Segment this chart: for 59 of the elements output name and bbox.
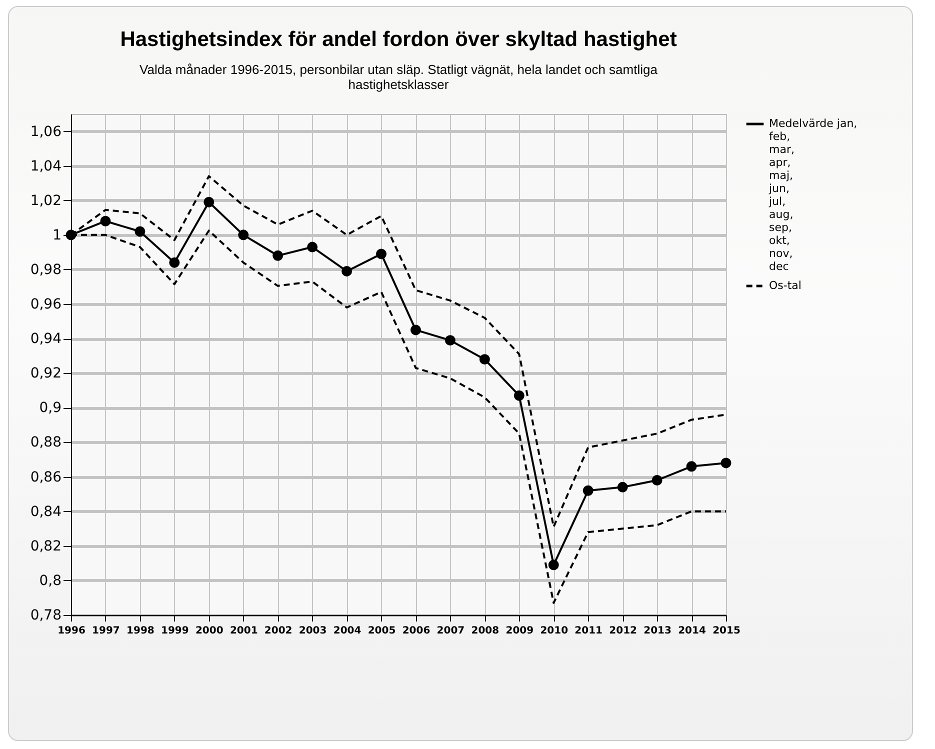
x-tick-label: 2001: [230, 626, 258, 636]
point: [652, 475, 662, 486]
point: [617, 482, 628, 492]
legend-label: Os-tal: [769, 279, 802, 292]
x-tick-label: 1996: [58, 626, 86, 636]
point: [410, 324, 421, 336]
y-tick-label: 0,78: [30, 608, 62, 624]
x-tick-label: 2008: [471, 626, 500, 636]
point: [514, 390, 524, 401]
x-tick-label: 2009: [506, 626, 534, 636]
y-tick-label: 0,82: [30, 538, 62, 554]
chart-title: Hastighetsindex för andel fordon över skyltad hastighet: [120, 28, 677, 51]
x-tick-label: 1998: [126, 626, 154, 636]
y-tick-label: 1: [52, 227, 62, 244]
point: [479, 354, 490, 365]
y-tick-label: 1,04: [30, 158, 62, 174]
point: [582, 485, 594, 496]
point: [720, 458, 732, 468]
y-tick-label: 0,8: [39, 572, 62, 589]
chart-subtitle: Valda månader 1996-2015, personbilar utan släp. Statligt vägnät, hela landet och samtliga hastighetsklasser: [140, 62, 658, 92]
y-tick-label: 0,86: [30, 469, 62, 486]
point: [307, 242, 318, 252]
x-tick-label: 2006: [402, 626, 430, 636]
x-tick-label: 2011: [574, 626, 603, 636]
x-tick-label: 2002: [264, 626, 292, 636]
x-tick-label: 2003: [298, 626, 327, 636]
y-tick-label: 0,92: [30, 366, 62, 382]
point: [134, 226, 146, 237]
x-tick-label: 2010: [540, 626, 568, 636]
point: [238, 230, 249, 240]
point: [66, 230, 76, 240]
y-tick-label: 0,98: [30, 262, 62, 278]
x-tick-label: 2012: [609, 626, 638, 636]
point: [204, 196, 214, 208]
point: [686, 461, 697, 472]
y-tick-label: 0,94: [30, 331, 62, 348]
x-tick-label: 2007: [436, 626, 465, 636]
y-tick-label: 0,88: [30, 434, 62, 451]
point: [100, 216, 111, 226]
x-tick-label: 2015: [712, 626, 740, 636]
y-tick-label: 0,96: [30, 296, 62, 313]
x-tick-label: 1999: [161, 626, 189, 636]
text: Medelvärde jan, feb, mar, apr, maj, jun, jul, aug, sep, okt, nov, dec: [769, 117, 858, 273]
point: [376, 248, 387, 260]
point: [272, 250, 284, 261]
x-tick-label: 2005: [368, 626, 396, 636]
point: [169, 257, 180, 268]
x-tick-label: 2014: [678, 626, 706, 636]
y-tick-label: 0,84: [30, 504, 62, 520]
x-tick-label: 2013: [644, 626, 672, 636]
y-tick-label: 1,06: [30, 124, 62, 140]
x-tick-label: 2000: [195, 626, 224, 636]
point: [548, 560, 559, 570]
point: [444, 335, 456, 346]
point: [342, 266, 352, 276]
x-tick-label: 1997: [92, 626, 120, 636]
y-tick-label: 1,02: [30, 192, 62, 209]
x-tick-label: 2004: [333, 626, 362, 636]
y-tick-label: 0,9: [39, 400, 62, 416]
